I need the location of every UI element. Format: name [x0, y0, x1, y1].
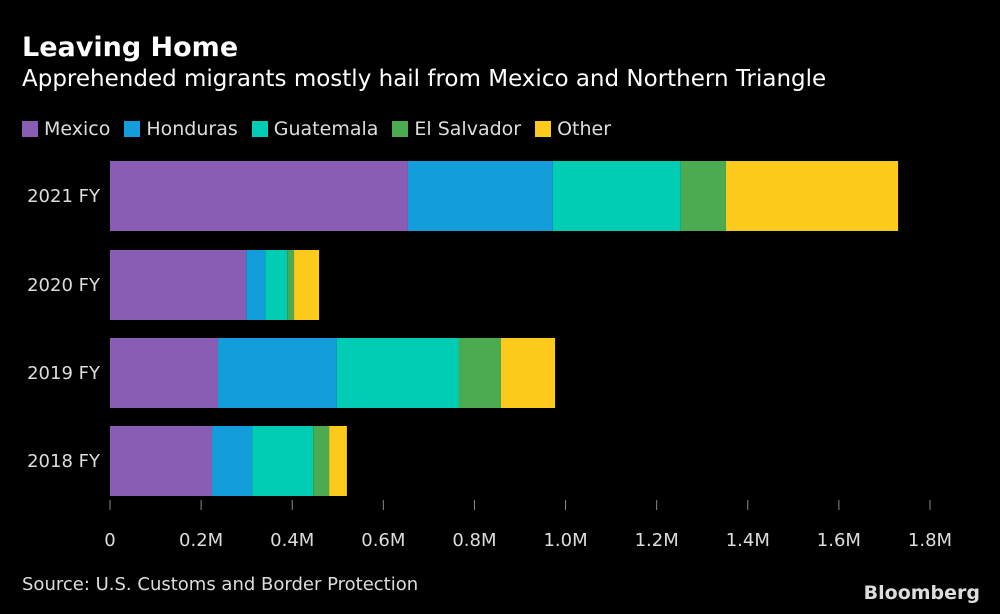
legend-label: El Salvador [414, 118, 522, 140]
bar-mexico [110, 161, 408, 231]
legend-label: Guatemala [273, 118, 379, 140]
legend-swatch [22, 121, 38, 137]
bar-el-salvador [458, 338, 501, 408]
legend-item-el-salvador: El Salvador [392, 118, 521, 140]
x-tick-label: 0 [104, 530, 115, 551]
x-tick-label: 1.4M [726, 530, 770, 551]
bar-guatemala [265, 250, 288, 320]
x-tick-label: 0.2M [179, 530, 223, 551]
x-tick-label: 0.6M [361, 530, 405, 551]
legend-item-mexico: Mexico [22, 118, 110, 140]
bar-mexico [110, 250, 247, 320]
chart-subtitle: Apprehended migrants mostly hail from Me… [22, 66, 827, 92]
source-note: Source: U.S. Customs and Border Protecti… [22, 574, 419, 595]
bar-other [294, 250, 320, 320]
legend-swatch [124, 121, 141, 137]
x-tick-label: 1.2M [635, 530, 679, 551]
bar-guatemala [336, 338, 459, 408]
legend: Mexico Honduras Guatemala El Salvador Other [22, 118, 611, 140]
bar-honduras [217, 338, 337, 408]
x-tick-label: 0.4M [270, 530, 314, 551]
bar-el-salvador [287, 250, 295, 320]
x-tick-label: 1.6M [817, 530, 861, 551]
bar-guatemala [552, 161, 681, 231]
chart-title: Leaving Home [22, 32, 239, 63]
category-label: 2021 FY [27, 186, 101, 207]
x-tick-label: 1.8M [908, 530, 952, 551]
bar-el-salvador [313, 426, 330, 496]
bar-honduras [212, 426, 253, 496]
category-label: 2019 FY [27, 363, 101, 384]
legend-swatch [535, 121, 552, 137]
legend-swatch [392, 121, 409, 137]
brand-logo: Bloomberg [863, 582, 980, 604]
bar-other [500, 338, 556, 408]
legend-swatch [251, 121, 268, 137]
category-label: 2018 FY [27, 451, 101, 472]
legend-item-other: Other [535, 118, 611, 140]
bar-honduras [407, 161, 553, 231]
x-tick-label: 1.0M [543, 530, 587, 551]
legend-label: Honduras [146, 118, 238, 140]
category-label: 2020 FY [27, 275, 101, 296]
bar-mexico [110, 426, 213, 496]
bar-other [329, 426, 347, 496]
legend-label: Other [557, 118, 612, 140]
bar-honduras [246, 250, 266, 320]
x-tick-label: 0.8M [452, 530, 496, 551]
legend-item-guatemala: Guatemala [251, 118, 379, 140]
bar-el-salvador [680, 161, 726, 231]
legend-item-honduras: Honduras [124, 118, 238, 140]
bar-other [725, 161, 899, 231]
bar-mexico [110, 338, 218, 408]
legend-label: Mexico [44, 118, 111, 140]
bar-guatemala [252, 426, 314, 496]
